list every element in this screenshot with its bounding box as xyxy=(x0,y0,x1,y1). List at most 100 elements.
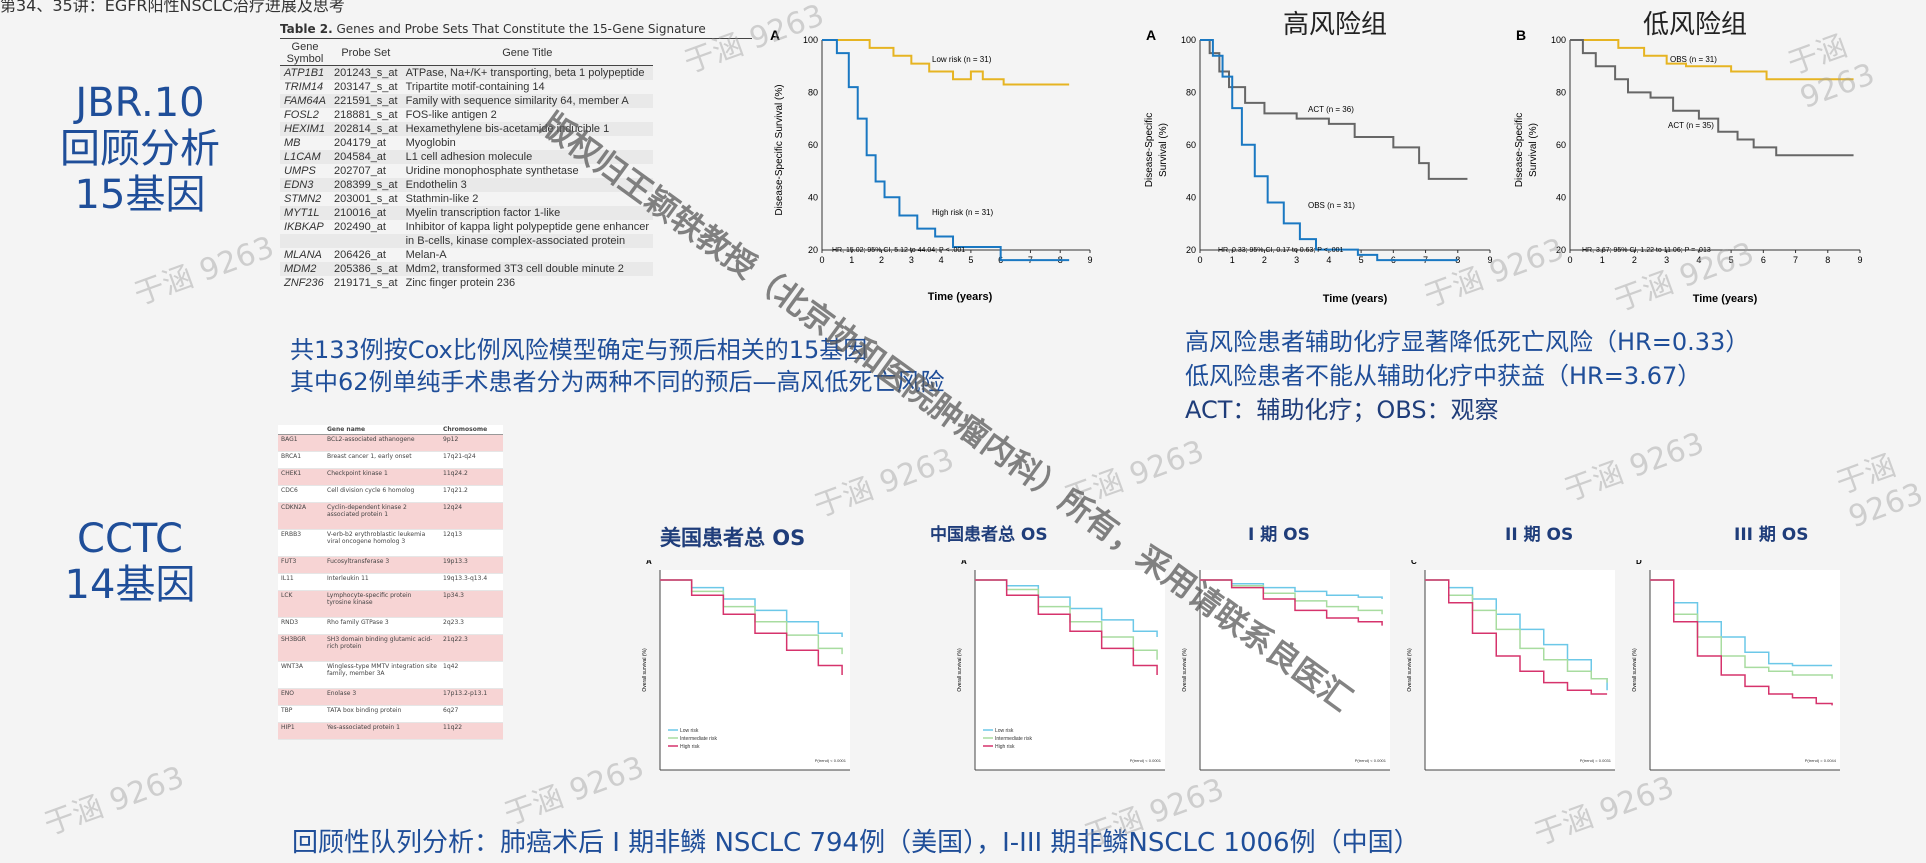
gene-signature-table: Table 2. Genes and Probe Sets That Const… xyxy=(280,22,752,290)
cctc-cell-id: SH3BGR xyxy=(281,636,306,643)
jbr-x-tick: 2 xyxy=(879,255,884,265)
cctc-cell-id: CDKN2A xyxy=(281,504,307,511)
risk-text-line2: 低风险患者不能从辅助化疗中获益（HR=3.67） xyxy=(1185,362,1702,390)
gene-table-cell-probe: 218881_s_at xyxy=(333,109,398,121)
os-legend-label: Intermediate risk xyxy=(995,736,1032,742)
low-risk-act-label: ACT (n = 35) xyxy=(1668,121,1714,130)
gene-table-row: UMPS 202707_at Uridine monophosphate synth… xyxy=(280,164,653,178)
risk-text-line3: ACT：辅助化疗；OBS：观察 xyxy=(1185,396,1499,424)
jbr-hr-text: HR, 15.02; 95% CI, 5.12 to 44.04; P < .0… xyxy=(832,247,965,254)
gene-table-cell-probe: 203147_s_at xyxy=(333,81,398,93)
low-risk-act-curve xyxy=(1570,39,1854,157)
low-risk-y-tick: 20 xyxy=(1556,245,1566,255)
low-risk-km-chart: B Disease-Specific Survival (%) 10080604… xyxy=(1514,27,1863,305)
cctc-label-line2: 14基因 xyxy=(64,562,196,608)
gene-table-cell-probe: 203001_s_at xyxy=(333,193,398,205)
cctc-cell-id: LCK xyxy=(281,592,293,599)
low-risk-hr-text: HR, 3.67; 95% CI, 1.22 to 11.06; P = .01… xyxy=(1582,247,1711,254)
jbr-low-label: Low risk (n = 31) xyxy=(932,55,992,64)
jbr-x-tick: 9 xyxy=(1087,255,1092,265)
watermark-text: 于涵 9263 xyxy=(1559,425,1709,509)
gene-table-cell-symbol: ZNF236 xyxy=(284,277,324,289)
os-chart-panel: D xyxy=(1636,560,1642,566)
gene-table-cell-symbol: IKBKAP xyxy=(284,221,324,233)
gene-table-cell-title: FOS-like antigen 2 xyxy=(405,109,497,121)
gene-table-row: FAM64A 221591_s_at Family with sequence si… xyxy=(280,94,654,108)
os-chart-plot-bg xyxy=(1650,570,1840,770)
gene-table-row: MDM2 205386_s_at Mdm2, transformed 3T3 cel… xyxy=(280,262,654,276)
jbr-y-tick: 40 xyxy=(808,193,818,203)
cctc-table-row: CDC6 Cell division cycle 6 homolog 17q21.2 xyxy=(278,486,503,503)
cctc-cell-id: IL11 xyxy=(281,575,294,582)
gene-table-cell-symbol: TRIM14 xyxy=(284,81,324,93)
jbr-y-tick: 60 xyxy=(808,140,818,150)
cctc-table-row: FUT3 Fucosyltransferase 3 19p13.3 xyxy=(278,557,503,574)
cctc-table-row: LCK Lymphocyte-specific protein tyrosine … xyxy=(278,591,503,618)
os-intermediate-risk-curve xyxy=(1650,579,1833,679)
gene-table-cell-symbol: MDM2 xyxy=(284,263,317,275)
jbr-text-line1: 共133例按Cox比例风险模型确定与预后相关的15基因 xyxy=(290,336,868,364)
section-label-jbr: JBR.10 回顾分析 15基因 xyxy=(60,80,220,218)
gene-table-cell-probe: 204179_at xyxy=(333,137,386,149)
os-chart-pvalue: P(trend) = 0.0044 xyxy=(1805,758,1837,763)
os-chart: C Overall survival (%) P(trend) = 0.0031 xyxy=(1407,560,1615,771)
gene-table-cell-probe: 219171_s_at xyxy=(333,277,398,289)
cctc-table-row: CHEK1 Checkpoint kinase 1 11q24.2 xyxy=(278,469,503,486)
cctc-cell-chr: 12q13 xyxy=(443,531,463,538)
jbr-label-line2: 回顾分析 xyxy=(60,126,220,172)
os-chart-ylabel: Overall survival (%) xyxy=(642,648,648,692)
cctc-cell-id: CDC6 xyxy=(281,487,298,494)
gene-table-header-title: Gene Title xyxy=(502,47,553,59)
high-risk-x-tick: 8 xyxy=(1455,255,1460,265)
high-risk-ylabel-b: Survival (%) xyxy=(1158,123,1169,177)
cctc-cell-chr: 2q23.3 xyxy=(443,619,464,626)
jbr-x-tick: 3 xyxy=(909,255,914,265)
os-chart-ylabel: Overall survival (%) xyxy=(1407,648,1413,692)
cctc-table-row: HIP1 Yes-associated protein 1 11q22 xyxy=(278,723,503,740)
low-risk-y-tick: 40 xyxy=(1556,193,1566,203)
watermark-text: 于涵 9263 xyxy=(129,229,279,313)
jbr-xlabel: Time (years) xyxy=(928,291,993,303)
jbr-text-line2: 其中62例单纯手术患者分为两种不同的预后—高风低死亡风险 xyxy=(290,368,945,396)
cctc-label-line1: CCTC xyxy=(77,516,183,562)
jbr-y-tick: 100 xyxy=(803,35,818,45)
gene-table-cell-probe: 202490_at xyxy=(333,221,386,233)
os-chart: A Overall survival (%) Low risk Intermediat… xyxy=(642,560,850,771)
gene-table-cell-symbol: MYT1L xyxy=(284,207,320,219)
os-low-risk-curve xyxy=(1650,579,1833,667)
low-risk-xlabel: Time (years) xyxy=(1693,293,1758,305)
gene-table-cell-probe: 208399_s_at xyxy=(333,179,398,191)
jbr-high-label: High risk (n = 31) xyxy=(932,208,993,217)
gene-table-row: L1CAM 204584_at L1 cell adhesion molecule xyxy=(280,150,654,164)
cctc-cell-id: FUT3 xyxy=(281,558,297,565)
gene-table-cell-title: Uridine monophosphate synthetase xyxy=(405,165,579,177)
gene-table-row: MYT1L 210016_at Myelin transcription facto… xyxy=(280,206,654,220)
os-high-risk-curve xyxy=(1650,579,1833,706)
watermark-text: 于涵 9263 xyxy=(1831,448,1926,536)
gene-table-cell-symbol: MB xyxy=(284,137,301,149)
cctc-cell-name: Wingless-type MMTV integration site fami… xyxy=(327,663,437,677)
cctc-cell-chr: 11q22 xyxy=(443,724,463,731)
jbr-label-line3: 15基因 xyxy=(74,172,206,218)
low-risk-y-tick: 80 xyxy=(1556,88,1566,98)
cctc-cell-name: Interleukin 11 xyxy=(327,575,369,582)
gene-table-cell-title: Melan-A xyxy=(405,249,447,261)
cctc-cell-chr: 19p13.3 xyxy=(443,558,468,565)
cctc-cell-name: BCL2-associated athanogene xyxy=(327,436,415,443)
cctc-cell-name: Lymphocyte-specific protein tyrosine kin… xyxy=(327,592,412,606)
cctc-table-row: WNT3A Wingless-type MMTV integration site… xyxy=(278,662,503,689)
cctc-table-row: ERBB3 V-erb-b2 erythroblastic leukemia vi… xyxy=(278,530,503,557)
cctc-cell-id: CHEK1 xyxy=(281,470,302,477)
high-risk-x-tick: 2 xyxy=(1262,255,1267,265)
cctc-header-chr: Chromosome xyxy=(443,426,488,433)
gene-table-cell-symbol: FAM64A xyxy=(284,95,326,107)
os-high-risk-curve xyxy=(1200,579,1383,626)
high-risk-xlabel: Time (years) xyxy=(1323,293,1388,305)
gene-table-cell-symbol: FOSL2 xyxy=(284,109,319,121)
gene-table-cell-probe: 202814_s_at xyxy=(333,123,398,135)
gene-table-header-probe: Probe Set xyxy=(341,47,391,59)
gene-table-cell-probe xyxy=(330,234,402,248)
low-risk-x-tick: 9 xyxy=(1857,255,1862,265)
watermark-text: 于涵 9263 xyxy=(499,749,649,833)
os-chart-ylabel: Overall survival (%) xyxy=(1182,648,1188,692)
